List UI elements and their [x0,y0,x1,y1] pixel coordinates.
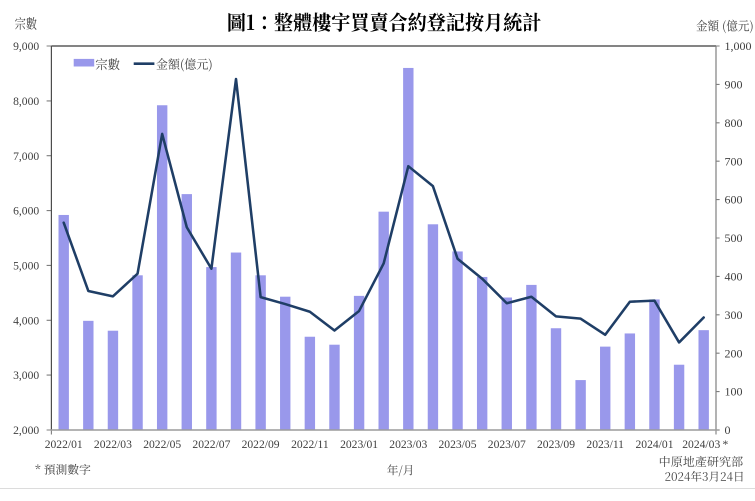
svg-text:2022/05: 2022/05 [143,438,181,451]
svg-text:500: 500 [725,231,743,245]
svg-text:8,000: 8,000 [13,95,39,108]
svg-text:7,000: 7,000 [13,150,39,163]
svg-text:2022/09: 2022/09 [242,438,280,451]
svg-text:2022/11: 2022/11 [291,438,329,451]
svg-text:2023/03: 2023/03 [389,438,427,451]
svg-text:2022/03: 2022/03 [94,438,132,451]
svg-text:100: 100 [725,385,743,399]
svg-text:2024/03 *: 2024/03 * [682,438,728,451]
svg-text:2,000: 2,000 [13,424,39,437]
svg-text:3,000: 3,000 [13,369,39,382]
svg-text:2022/07: 2022/07 [192,438,230,451]
svg-text:2023/01: 2023/01 [340,438,378,451]
svg-text:2024/01: 2024/01 [635,438,673,451]
svg-text:2023/11: 2023/11 [586,438,624,451]
svg-text:2023/07: 2023/07 [488,438,526,451]
svg-text:2022/01: 2022/01 [45,438,83,451]
svg-text:9,000: 9,000 [13,40,39,53]
svg-text:600: 600 [725,193,743,207]
svg-text:700: 700 [725,154,743,168]
svg-text:0: 0 [725,423,731,437]
svg-text:1,000: 1,000 [725,39,752,53]
svg-text:5,000: 5,000 [13,260,39,273]
svg-text:800: 800 [725,116,743,130]
svg-text:2023/09: 2023/09 [537,438,575,451]
svg-text:2023/05: 2023/05 [438,438,476,451]
svg-text:400: 400 [725,270,743,284]
svg-text:6,000: 6,000 [13,205,39,218]
svg-text:200: 200 [725,346,743,360]
svg-text:900: 900 [725,78,743,92]
svg-text:300: 300 [725,308,743,322]
svg-text:4,000: 4,000 [13,314,39,327]
